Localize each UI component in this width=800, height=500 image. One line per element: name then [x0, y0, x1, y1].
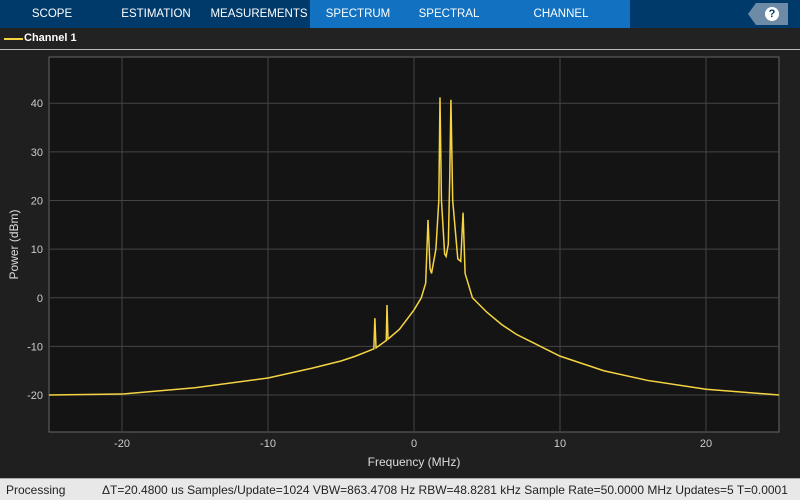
y-tick-label: 30: [31, 147, 43, 159]
series-line-channel-1: [48, 97, 780, 396]
x-tick-label: -20: [114, 438, 130, 450]
tab-spectrum[interactable]: SPECTRUM: [310, 0, 406, 28]
x-tick-label: 10: [554, 438, 566, 450]
tab-estimation[interactable]: ESTIMATION: [121, 8, 191, 20]
legend-label[interactable]: Channel 1: [24, 32, 77, 44]
x-tick-label: 0: [411, 438, 417, 450]
y-tick-label: -10: [27, 341, 43, 353]
toolbar: SCOPE ESTIMATION MEASUREMENTS SPECTRUM SPECT…: [0, 0, 800, 48]
y-tick-label: 0: [37, 293, 43, 305]
y-tick-label: -20: [27, 390, 43, 402]
status-state: Processing: [6, 483, 66, 497]
x-tick-label: -10: [260, 438, 276, 450]
x-axis-label: Frequency (MHz): [368, 455, 461, 469]
y-tick-label: 10: [31, 244, 43, 256]
legend-line-swatch: [4, 38, 23, 40]
y-tick-label: 40: [31, 98, 43, 110]
help-button[interactable]: ?: [748, 3, 788, 25]
tab-scope[interactable]: SCOPE: [31, 8, 73, 20]
x-tick-label: 20: [700, 438, 712, 450]
status-bar: Processing ΔT=20.4800 us Samples/Update=…: [0, 478, 800, 500]
legend: Channel 1: [0, 28, 800, 50]
tab-spectral-mask[interactable]: SPECTRAL MASK: [406, 0, 492, 48]
tab-channel-measurements[interactable]: CHANNEL MEASUREMENTS: [492, 0, 630, 48]
y-axis-label: Power (dBm): [7, 209, 21, 279]
question-icon: ?: [765, 7, 779, 21]
status-info: ΔT=20.4800 us Samples/Update=1024 VBW=86…: [102, 483, 788, 497]
tab-measurements[interactable]: MEASUREMENTS: [210, 8, 308, 20]
y-tick-label: 20: [31, 195, 43, 207]
spectrum-plot: -20 -10 0 10 20 -20 -10 0 10 20 30 40 Frequency (MHz…: [7, 56, 780, 469]
